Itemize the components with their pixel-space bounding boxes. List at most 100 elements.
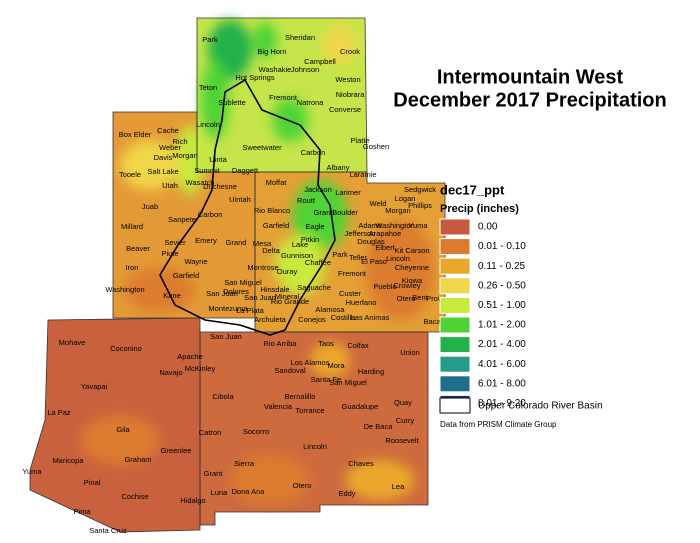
county-label: Rich [172, 137, 187, 146]
county-label: Ouray [277, 267, 298, 276]
county-label: Teton [199, 83, 217, 92]
legend-swatch [439, 336, 471, 354]
legend-label: 0.26 - 0.50 [478, 280, 526, 291]
county-label: La Paz [47, 408, 71, 417]
legend-swatch [439, 316, 471, 334]
county-label: Delta [262, 246, 280, 255]
county-label: Colfax [347, 341, 369, 350]
county-label: Guadalupe [342, 402, 379, 411]
county-label: Cibola [212, 392, 234, 401]
county-label: San Miguel [224, 278, 262, 287]
county-label: Dolores [223, 287, 249, 296]
county-label: Gila [116, 425, 130, 434]
county-label: Navajo [159, 368, 182, 377]
county-label: Catron [199, 428, 222, 437]
county-label: Uintah [229, 195, 251, 204]
county-label: Carbon [198, 210, 223, 219]
county-label: Sierra [234, 459, 255, 468]
patch [230, 455, 310, 505]
county-label: Davis [154, 153, 173, 162]
county-label: Montezuma [208, 304, 248, 313]
county-label: Cheyenne [395, 263, 429, 272]
county-label: Laramie [349, 170, 376, 179]
county-label: Sweetwater [242, 143, 282, 152]
county-label: Box Elder [119, 130, 152, 139]
county-label: Daggett [232, 166, 259, 175]
legend-swatch [439, 375, 471, 393]
county-label: El Paso [361, 257, 387, 266]
legend-swatch [439, 277, 471, 295]
county-label: Montrose [247, 263, 278, 272]
county-label: Hot Springs [235, 73, 274, 82]
county-label: Alamosa [315, 305, 345, 314]
county-label: Kit Carson [394, 246, 429, 255]
title-line1: Intermountain West [437, 66, 624, 88]
legend-layer: dec17_ppt [440, 182, 505, 197]
county-label: Bernalillo [285, 392, 316, 401]
legend-swatch [439, 355, 471, 373]
county-label: San Juan [210, 332, 242, 341]
county-label: Lake [292, 240, 308, 249]
county-label: Sanpete [168, 215, 196, 224]
county-label: Routt [297, 196, 316, 205]
county-label: Dona Ana [232, 487, 266, 496]
county-label: Douglas [357, 237, 385, 246]
county-label: Kane [163, 291, 181, 300]
county-label: Wasatch [186, 178, 215, 187]
county-label: Duchesne [203, 182, 237, 191]
county-label: Adams [358, 221, 382, 230]
county-label: Fremont [269, 93, 298, 102]
county-label: Harding [358, 367, 384, 376]
county-label: Lincoln [303, 442, 327, 451]
county-label: Union [400, 348, 420, 357]
county-label: Morgan [385, 206, 410, 215]
border [199, 331, 429, 526]
county-label: Mesa [253, 239, 272, 248]
credit: Data from PRISM Climate Group [440, 420, 557, 429]
county-label: Pitkin [301, 235, 319, 244]
county-label: Rio Arriba [264, 339, 298, 348]
county-label: Eagle [305, 222, 324, 231]
patch [125, 268, 195, 312]
county-label: Socorro [243, 427, 269, 436]
county-label: Weld [370, 199, 387, 208]
county-label: Eddy [338, 489, 355, 498]
county-label: Grand [226, 238, 247, 247]
county-label: Hidalgo [180, 496, 205, 505]
county-label: La Plata [236, 306, 264, 315]
state-borders [29, 17, 446, 533]
patch [365, 220, 435, 320]
county-label: Sedgwick [404, 185, 436, 194]
map-surface [29, 17, 446, 533]
county-label: Mineral [275, 292, 300, 301]
patch [80, 415, 160, 465]
county-label: McKinley [185, 364, 216, 373]
county-label: Garfield [173, 271, 199, 280]
county-label: Maricopa [53, 456, 85, 465]
county-label: Utah [162, 181, 178, 190]
basin-swatch [439, 397, 471, 414]
patch [310, 342, 350, 378]
county-label: Pinal [84, 478, 101, 487]
county-label: Curry [396, 416, 415, 425]
county-label: Hinsdale [260, 285, 289, 294]
legend-heading: Precip (inches) [440, 203, 519, 215]
county-label: Crook [340, 47, 360, 56]
county-label: Crowley [393, 281, 420, 290]
county-label: Conejos [298, 315, 326, 324]
county-label: Sevier [164, 238, 186, 247]
county-label: Lincoln [196, 120, 220, 129]
county-label: Greenlee [161, 446, 192, 455]
county-label: Fremont [338, 269, 367, 278]
legend-swatch [439, 218, 471, 236]
patch [322, 25, 358, 65]
county-label: Beaver [126, 244, 150, 253]
basin-outline [159, 78, 336, 336]
legend-label: 0.01 - 0.10 [478, 241, 526, 252]
county-label: San Miguel [329, 378, 367, 387]
county-label: Roosevelt [385, 436, 419, 445]
county-label: Santa Fe [311, 375, 341, 384]
legend-label: 1.01 - 2.00 [478, 320, 526, 331]
legend-label: 2.01 - 4.00 [478, 339, 526, 350]
county-label: Mohave [59, 338, 86, 347]
